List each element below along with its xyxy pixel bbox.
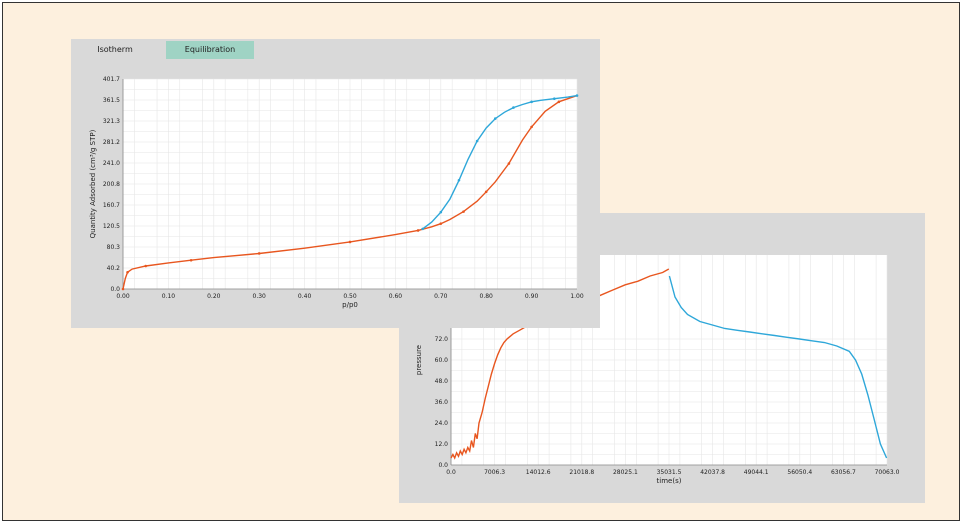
x-tick-label: 56050.4 bbox=[787, 469, 812, 476]
y-tick-label: 120.5 bbox=[103, 223, 120, 230]
data-point bbox=[507, 162, 511, 165]
x-tick-label: 7006.3 bbox=[484, 469, 505, 476]
x-tick-label: 0.40 bbox=[298, 293, 312, 300]
data-point bbox=[421, 227, 424, 231]
data-point bbox=[557, 100, 561, 104]
data-point bbox=[439, 210, 443, 214]
data-point bbox=[530, 100, 533, 104]
x-tick-label: 0.20 bbox=[207, 293, 221, 300]
x-tick-label: 14012.6 bbox=[526, 469, 551, 476]
y-tick-label: 80.3 bbox=[107, 244, 121, 251]
x-tick-label: 0.0 bbox=[446, 469, 456, 476]
data-point bbox=[475, 139, 479, 143]
y-tick-label: 241.0 bbox=[103, 160, 120, 167]
y-axis-label: pressure bbox=[415, 345, 423, 375]
x-axis-label: time(s) bbox=[657, 477, 682, 485]
x-tick-label: 35031.5 bbox=[657, 469, 682, 476]
x-tick-label: 49044.1 bbox=[744, 469, 769, 476]
series-line-0 bbox=[122, 94, 578, 290]
tab-equilibration[interactable]: Equilibration bbox=[166, 41, 254, 59]
x-tick-label: 42037.8 bbox=[700, 469, 725, 476]
x-tick-label: 0.10 bbox=[162, 293, 176, 300]
y-tick-label: 36.0 bbox=[435, 399, 449, 406]
x-axis-label: p/p0 bbox=[342, 301, 358, 309]
y-tick-label: 321.3 bbox=[103, 118, 120, 125]
isotherm-panel: Isotherm Equilibration 0.00 0.10 0.20 0.30 0… bbox=[71, 39, 600, 328]
y-tick-label: 24.0 bbox=[435, 420, 449, 427]
data-point bbox=[439, 222, 443, 225]
data-point bbox=[512, 106, 515, 109]
y-tick-label: 60.0 bbox=[435, 357, 449, 364]
data-point bbox=[126, 270, 129, 274]
data-point bbox=[121, 287, 125, 291]
x-tick-label: 28025.1 bbox=[613, 469, 638, 476]
x-tick-label: 70063.0 bbox=[875, 469, 900, 476]
y-axis-label: Quantity Adsorbed (cm³/g STP) bbox=[89, 129, 97, 238]
series-line-1 bbox=[668, 275, 888, 459]
data-point bbox=[348, 240, 352, 244]
data-point bbox=[493, 117, 497, 120]
x-tick-label: 0.80 bbox=[480, 293, 494, 300]
data-point bbox=[553, 97, 556, 101]
y-tick-label: 12.0 bbox=[435, 441, 449, 448]
y-tick-label: 40.2 bbox=[107, 265, 121, 272]
data-point bbox=[457, 178, 461, 182]
data-point bbox=[416, 229, 420, 232]
x-tick-label: 0.60 bbox=[389, 293, 403, 300]
y-tick-label: 401.7 bbox=[103, 76, 120, 83]
data-point bbox=[575, 94, 579, 97]
data-point bbox=[484, 190, 488, 194]
isotherm-chart: 0.00 0.10 0.20 0.30 0.40 0.50 0.60 0.70 0.80 0.90… bbox=[89, 76, 584, 309]
y-tick-label: 281.2 bbox=[103, 139, 120, 146]
x-tick-label: 0.30 bbox=[253, 293, 267, 300]
x-tick-label: 0.00 bbox=[116, 293, 130, 300]
data-point bbox=[144, 264, 147, 268]
y-tick-label: 48.0 bbox=[435, 378, 449, 385]
x-tick-label: 1.00 bbox=[570, 293, 584, 300]
x-tick-label: 63056.7 bbox=[831, 469, 856, 476]
tab-isotherm[interactable]: Isotherm bbox=[97, 45, 133, 54]
y-tick-label: 361.5 bbox=[103, 97, 120, 104]
y-tick-label: 160.7 bbox=[103, 202, 120, 209]
data-point bbox=[462, 210, 465, 213]
data-point bbox=[189, 258, 193, 262]
y-tick-label: 72.0 bbox=[435, 336, 449, 343]
y-tick-label: 200.8 bbox=[103, 181, 120, 188]
x-tick-label: 0.90 bbox=[525, 293, 539, 300]
y-tick-label: 0.0 bbox=[110, 286, 120, 293]
x-tick-label: 0.70 bbox=[434, 293, 448, 300]
y-tick-label: 0.0 bbox=[438, 462, 448, 469]
x-tick-label: 21018.8 bbox=[569, 469, 594, 476]
data-point bbox=[257, 252, 261, 255]
x-tick-label: 0.50 bbox=[343, 293, 357, 300]
data-point bbox=[530, 125, 533, 129]
